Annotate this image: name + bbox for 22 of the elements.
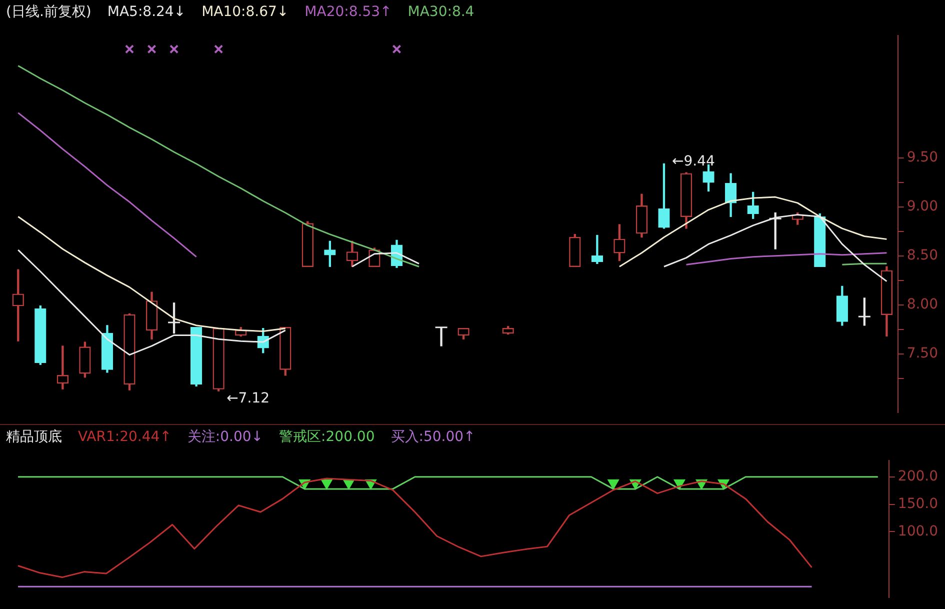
text: 关注:0.00↓	[187, 428, 264, 446]
annotation: ←7.12	[226, 390, 270, 407]
y-tick-label: 8.50	[906, 247, 938, 264]
y-tick-label: 200.0	[898, 468, 938, 485]
text: MA30:8.4	[408, 4, 474, 20]
y-tick-label: 9.50	[906, 150, 938, 166]
y-tick-label: 9.00	[906, 198, 938, 214]
text: MA5:8.24↓	[107, 4, 186, 20]
text: MA20:8.53↑	[304, 4, 392, 20]
text: 警戒区:200.00	[279, 428, 375, 446]
candlestick	[56, 346, 69, 390]
chart-title: 精品顶底	[6, 428, 62, 446]
y-tick-label: 7.50	[906, 345, 938, 362]
candlestick	[591, 234, 604, 264]
chart-title: (日线.前复权)	[6, 3, 92, 21]
text: VAR1:20.44↑	[78, 429, 172, 445]
text: MA10:8.67↓	[202, 4, 289, 20]
text: 买入:50.00↑	[390, 428, 476, 446]
annotation: ←9.44	[672, 153, 715, 170]
y-tick-label: 100.0	[898, 523, 938, 540]
y-tick-label: 150.0	[898, 496, 938, 512]
y-tick-label: 8.00	[906, 296, 938, 312]
